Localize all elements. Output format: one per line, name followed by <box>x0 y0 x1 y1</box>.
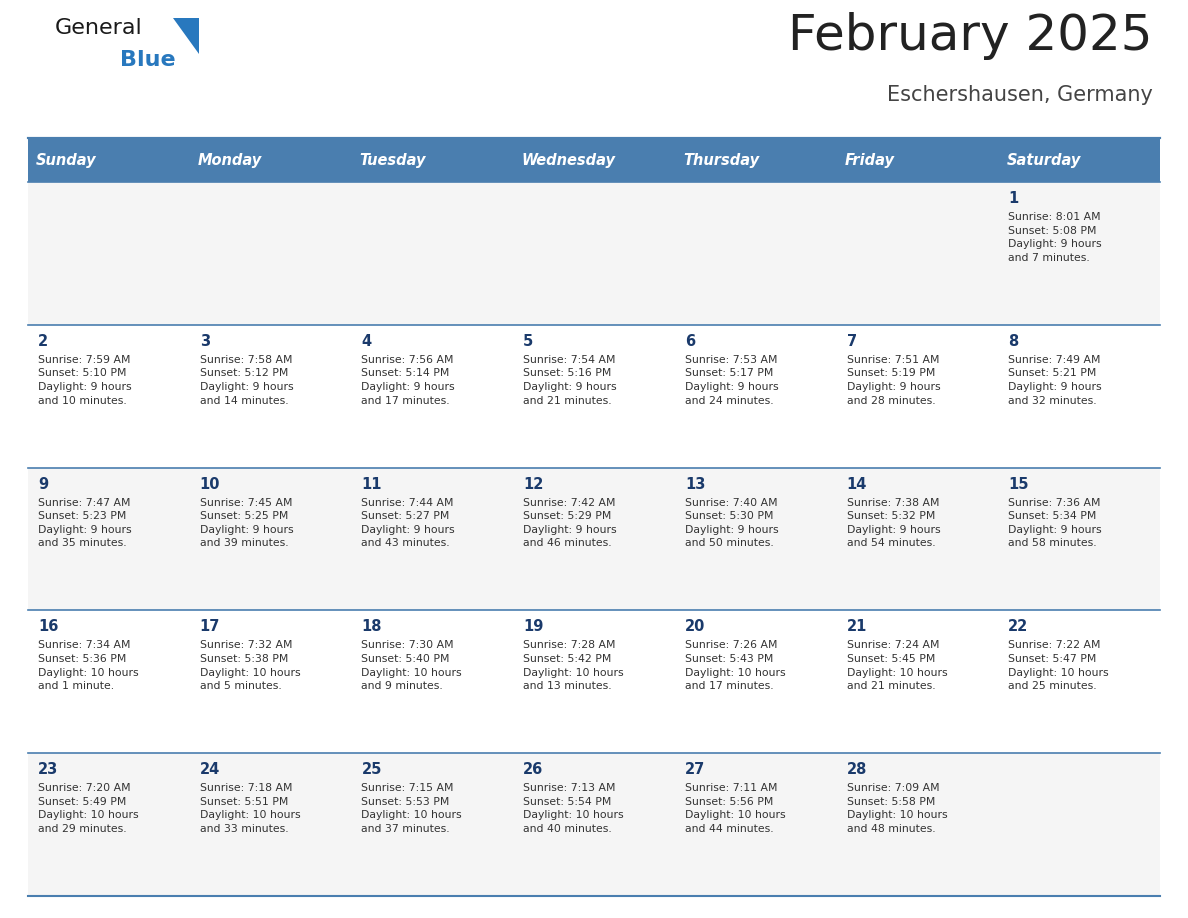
Text: 11: 11 <box>361 476 381 492</box>
Text: Tuesday: Tuesday <box>360 152 426 167</box>
Text: Blue: Blue <box>120 50 176 70</box>
Bar <box>352 138 513 182</box>
Text: Sunrise: 7:20 AM
Sunset: 5:49 PM
Daylight: 10 hours
and 29 minutes.: Sunrise: 7:20 AM Sunset: 5:49 PM Dayligh… <box>38 783 139 834</box>
Text: General: General <box>55 18 143 38</box>
Text: February 2025: February 2025 <box>789 12 1154 60</box>
Bar <box>29 753 1159 896</box>
Bar <box>836 138 998 182</box>
Text: Sunrise: 7:49 AM
Sunset: 5:21 PM
Daylight: 9 hours
and 32 minutes.: Sunrise: 7:49 AM Sunset: 5:21 PM Dayligh… <box>1009 354 1102 406</box>
Bar <box>29 325 1159 467</box>
Bar <box>998 138 1159 182</box>
Text: Sunrise: 7:22 AM
Sunset: 5:47 PM
Daylight: 10 hours
and 25 minutes.: Sunrise: 7:22 AM Sunset: 5:47 PM Dayligh… <box>1009 641 1108 691</box>
Text: 26: 26 <box>523 762 543 778</box>
Text: 25: 25 <box>361 762 381 778</box>
Text: 6: 6 <box>684 334 695 349</box>
Bar <box>513 138 675 182</box>
Text: Sunrise: 7:53 AM
Sunset: 5:17 PM
Daylight: 9 hours
and 24 minutes.: Sunrise: 7:53 AM Sunset: 5:17 PM Dayligh… <box>684 354 778 406</box>
Text: Sunrise: 7:44 AM
Sunset: 5:27 PM
Daylight: 9 hours
and 43 minutes.: Sunrise: 7:44 AM Sunset: 5:27 PM Dayligh… <box>361 498 455 548</box>
Text: 10: 10 <box>200 476 220 492</box>
Text: 4: 4 <box>361 334 372 349</box>
Text: Sunrise: 7:32 AM
Sunset: 5:38 PM
Daylight: 10 hours
and 5 minutes.: Sunrise: 7:32 AM Sunset: 5:38 PM Dayligh… <box>200 641 301 691</box>
Bar <box>29 610 1159 753</box>
Text: Wednesday: Wednesday <box>522 152 615 167</box>
Text: 17: 17 <box>200 620 220 634</box>
Text: Sunrise: 7:18 AM
Sunset: 5:51 PM
Daylight: 10 hours
and 33 minutes.: Sunrise: 7:18 AM Sunset: 5:51 PM Dayligh… <box>200 783 301 834</box>
Text: 27: 27 <box>684 762 706 778</box>
Text: Sunrise: 7:09 AM
Sunset: 5:58 PM
Daylight: 10 hours
and 48 minutes.: Sunrise: 7:09 AM Sunset: 5:58 PM Dayligh… <box>847 783 947 834</box>
Text: 14: 14 <box>847 476 867 492</box>
Text: 20: 20 <box>684 620 706 634</box>
Text: Sunrise: 7:36 AM
Sunset: 5:34 PM
Daylight: 9 hours
and 58 minutes.: Sunrise: 7:36 AM Sunset: 5:34 PM Dayligh… <box>1009 498 1102 548</box>
Text: 15: 15 <box>1009 476 1029 492</box>
Text: Sunrise: 7:28 AM
Sunset: 5:42 PM
Daylight: 10 hours
and 13 minutes.: Sunrise: 7:28 AM Sunset: 5:42 PM Dayligh… <box>523 641 624 691</box>
Text: 13: 13 <box>684 476 706 492</box>
Text: 12: 12 <box>523 476 544 492</box>
Text: 5: 5 <box>523 334 533 349</box>
Text: 28: 28 <box>847 762 867 778</box>
Text: Sunrise: 7:30 AM
Sunset: 5:40 PM
Daylight: 10 hours
and 9 minutes.: Sunrise: 7:30 AM Sunset: 5:40 PM Dayligh… <box>361 641 462 691</box>
Text: Sunrise: 7:13 AM
Sunset: 5:54 PM
Daylight: 10 hours
and 40 minutes.: Sunrise: 7:13 AM Sunset: 5:54 PM Dayligh… <box>523 783 624 834</box>
Text: Saturday: Saturday <box>1006 152 1081 167</box>
Bar <box>29 182 1159 325</box>
Text: Sunrise: 7:40 AM
Sunset: 5:30 PM
Daylight: 9 hours
and 50 minutes.: Sunrise: 7:40 AM Sunset: 5:30 PM Dayligh… <box>684 498 778 548</box>
Text: 9: 9 <box>38 476 49 492</box>
Bar <box>190 138 352 182</box>
Text: Sunrise: 7:58 AM
Sunset: 5:12 PM
Daylight: 9 hours
and 14 minutes.: Sunrise: 7:58 AM Sunset: 5:12 PM Dayligh… <box>200 354 293 406</box>
Text: Friday: Friday <box>845 152 895 167</box>
Text: 24: 24 <box>200 762 220 778</box>
Text: Sunrise: 7:45 AM
Sunset: 5:25 PM
Daylight: 9 hours
and 39 minutes.: Sunrise: 7:45 AM Sunset: 5:25 PM Dayligh… <box>200 498 293 548</box>
Text: Sunrise: 7:42 AM
Sunset: 5:29 PM
Daylight: 9 hours
and 46 minutes.: Sunrise: 7:42 AM Sunset: 5:29 PM Dayligh… <box>523 498 617 548</box>
Text: Eschershausen, Germany: Eschershausen, Germany <box>887 85 1154 105</box>
Text: 3: 3 <box>200 334 210 349</box>
Text: Sunrise: 7:26 AM
Sunset: 5:43 PM
Daylight: 10 hours
and 17 minutes.: Sunrise: 7:26 AM Sunset: 5:43 PM Dayligh… <box>684 641 785 691</box>
Text: 19: 19 <box>523 620 544 634</box>
Text: Sunrise: 7:56 AM
Sunset: 5:14 PM
Daylight: 9 hours
and 17 minutes.: Sunrise: 7:56 AM Sunset: 5:14 PM Dayligh… <box>361 354 455 406</box>
Text: Sunday: Sunday <box>36 152 96 167</box>
Text: Sunrise: 7:54 AM
Sunset: 5:16 PM
Daylight: 9 hours
and 21 minutes.: Sunrise: 7:54 AM Sunset: 5:16 PM Dayligh… <box>523 354 617 406</box>
Bar <box>29 467 1159 610</box>
Text: Sunrise: 7:15 AM
Sunset: 5:53 PM
Daylight: 10 hours
and 37 minutes.: Sunrise: 7:15 AM Sunset: 5:53 PM Dayligh… <box>361 783 462 834</box>
Text: 18: 18 <box>361 620 381 634</box>
Bar <box>29 138 190 182</box>
Text: Sunrise: 7:47 AM
Sunset: 5:23 PM
Daylight: 9 hours
and 35 minutes.: Sunrise: 7:47 AM Sunset: 5:23 PM Dayligh… <box>38 498 132 548</box>
Text: Sunrise: 7:38 AM
Sunset: 5:32 PM
Daylight: 9 hours
and 54 minutes.: Sunrise: 7:38 AM Sunset: 5:32 PM Dayligh… <box>847 498 940 548</box>
Polygon shape <box>173 18 200 54</box>
Text: 22: 22 <box>1009 620 1029 634</box>
Text: 8: 8 <box>1009 334 1018 349</box>
Text: Sunrise: 7:24 AM
Sunset: 5:45 PM
Daylight: 10 hours
and 21 minutes.: Sunrise: 7:24 AM Sunset: 5:45 PM Dayligh… <box>847 641 947 691</box>
Text: 7: 7 <box>847 334 857 349</box>
Text: 23: 23 <box>38 762 58 778</box>
Text: Sunrise: 8:01 AM
Sunset: 5:08 PM
Daylight: 9 hours
and 7 minutes.: Sunrise: 8:01 AM Sunset: 5:08 PM Dayligh… <box>1009 212 1102 263</box>
Text: 21: 21 <box>847 620 867 634</box>
Text: 16: 16 <box>38 620 58 634</box>
Text: Sunrise: 7:34 AM
Sunset: 5:36 PM
Daylight: 10 hours
and 1 minute.: Sunrise: 7:34 AM Sunset: 5:36 PM Dayligh… <box>38 641 139 691</box>
Text: Sunrise: 7:11 AM
Sunset: 5:56 PM
Daylight: 10 hours
and 44 minutes.: Sunrise: 7:11 AM Sunset: 5:56 PM Dayligh… <box>684 783 785 834</box>
Text: Sunrise: 7:51 AM
Sunset: 5:19 PM
Daylight: 9 hours
and 28 minutes.: Sunrise: 7:51 AM Sunset: 5:19 PM Dayligh… <box>847 354 940 406</box>
Text: Monday: Monday <box>197 152 263 167</box>
Text: 1: 1 <box>1009 191 1018 206</box>
Text: Sunrise: 7:59 AM
Sunset: 5:10 PM
Daylight: 9 hours
and 10 minutes.: Sunrise: 7:59 AM Sunset: 5:10 PM Dayligh… <box>38 354 132 406</box>
Bar <box>675 138 836 182</box>
Text: Thursday: Thursday <box>683 152 759 167</box>
Text: 2: 2 <box>38 334 49 349</box>
